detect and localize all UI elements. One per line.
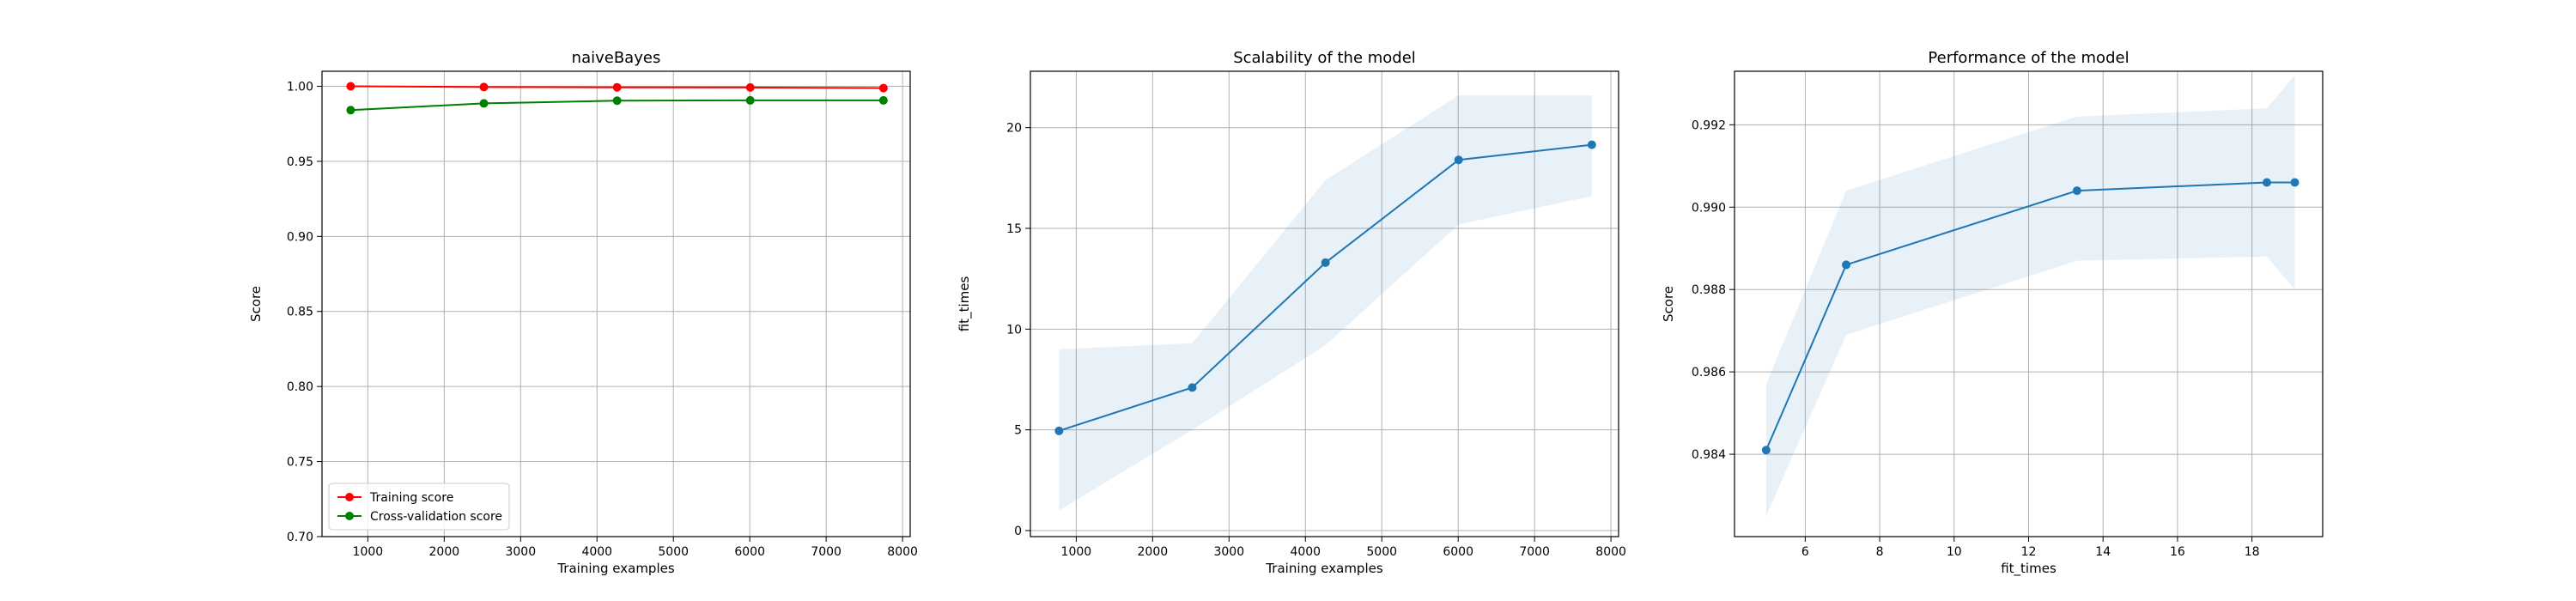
x-tick-label: 10 bbox=[1947, 545, 1962, 559]
y-tick-label: 0.90 bbox=[287, 230, 313, 244]
x-tick-label: 12 bbox=[2021, 545, 2037, 559]
x-tick-label: 14 bbox=[2095, 545, 2111, 559]
data-point bbox=[612, 96, 622, 106]
y-axis-label: Score bbox=[248, 286, 264, 322]
y-tick-label: 15 bbox=[1006, 222, 1022, 236]
x-tick-label: 4000 bbox=[581, 545, 612, 559]
data-point bbox=[479, 82, 489, 92]
plot-frame bbox=[321, 70, 911, 537]
chart-2: 1000 2000 3000 4000 5000 6000 7000 8000 0 5 10 15 20… bbox=[957, 49, 1626, 576]
y-tick-label: 0.75 bbox=[287, 456, 313, 470]
y-tick-label: 0.95 bbox=[287, 155, 313, 169]
x-tick-label: 1000 bbox=[353, 545, 384, 559]
plot-frame bbox=[1030, 70, 1619, 537]
x-tick-label: 2000 bbox=[1138, 545, 1169, 559]
data-point bbox=[1761, 446, 1771, 455]
data-point bbox=[1587, 140, 1596, 149]
x-tick-label: 7000 bbox=[811, 545, 841, 559]
x-tick-label: 6000 bbox=[734, 545, 765, 559]
y-tick-label: 0.70 bbox=[287, 531, 313, 544]
confidence-band bbox=[1059, 95, 1592, 511]
x-tick-label: 6000 bbox=[1443, 545, 1473, 559]
data-point bbox=[1321, 258, 1330, 267]
y-axis-label: Score bbox=[1661, 286, 1676, 322]
y-tick-label: 0.990 bbox=[1692, 201, 1726, 215]
legend-label: Training score bbox=[369, 491, 453, 505]
data-point bbox=[745, 95, 755, 105]
x-axis-label: Training examples bbox=[1265, 561, 1383, 576]
x-tick-label: 5000 bbox=[658, 545, 689, 559]
y-tick-label: 0.984 bbox=[1692, 448, 1726, 462]
data-point bbox=[878, 83, 888, 93]
y-tick-label: 0 bbox=[1014, 525, 1022, 538]
y-tick-label: 20 bbox=[1006, 122, 1022, 136]
data-point bbox=[1842, 260, 1851, 270]
data-point bbox=[2072, 186, 2081, 196]
data-point bbox=[612, 82, 622, 92]
data-point bbox=[1188, 383, 1197, 392]
chart-title: naiveBayes bbox=[572, 49, 661, 67]
data-point bbox=[878, 95, 888, 105]
x-tick-label: 8 bbox=[1876, 545, 1884, 559]
confidence-band bbox=[1765, 75, 2295, 517]
x-tick-label: 16 bbox=[2170, 545, 2185, 559]
y-tick-label: 1.00 bbox=[287, 80, 313, 94]
x-tick-label: 8000 bbox=[887, 545, 918, 559]
chart-title: Scalability of the model bbox=[1233, 49, 1416, 67]
chart-3: 6 8 10 12 14 16 18 0.984 0.986 0.988 0.990 0.992 Per… bbox=[1661, 49, 2324, 577]
data-point bbox=[346, 106, 355, 115]
legend-marker bbox=[345, 493, 354, 501]
y-tick-label: 0.80 bbox=[287, 380, 313, 394]
x-tick-label: 3000 bbox=[505, 545, 536, 559]
x-tick-label: 8000 bbox=[1595, 545, 1626, 559]
y-tick-label: 0.988 bbox=[1692, 283, 1726, 297]
x-axis-label: fit_times bbox=[2001, 561, 2057, 577]
y-tick-label: 0.986 bbox=[1692, 366, 1726, 379]
y-tick-label: 10 bbox=[1006, 323, 1022, 337]
x-axis-label: Training examples bbox=[556, 561, 675, 576]
data-point bbox=[1454, 155, 1463, 165]
x-tick-label: 18 bbox=[2245, 545, 2260, 559]
data-point bbox=[745, 82, 755, 92]
legend-marker bbox=[345, 512, 354, 520]
data-point bbox=[2290, 178, 2300, 187]
data-point bbox=[346, 82, 355, 91]
legend-box bbox=[328, 483, 510, 531]
x-tick-label: 3000 bbox=[1213, 545, 1244, 559]
data-point bbox=[479, 99, 489, 108]
x-tick-label: 2000 bbox=[429, 545, 460, 559]
x-tick-label: 4000 bbox=[1290, 545, 1321, 559]
x-tick-label: 5000 bbox=[1366, 545, 1397, 559]
y-tick-label: 0.85 bbox=[287, 306, 313, 319]
chart-title: Performance of the model bbox=[1928, 49, 2129, 67]
x-tick-label: 6 bbox=[1801, 545, 1809, 559]
chart-1: 1000 2000 3000 4000 5000 6000 7000 8000 0.70 0.75… bbox=[248, 49, 918, 576]
y-axis-label: fit_times bbox=[957, 276, 973, 332]
y-tick-label: 5 bbox=[1014, 424, 1022, 438]
x-tick-label: 7000 bbox=[1519, 545, 1550, 559]
x-tick-label: 1000 bbox=[1061, 545, 1092, 559]
data-point bbox=[2262, 178, 2271, 187]
y-tick-label: 0.992 bbox=[1692, 118, 1726, 132]
data-point bbox=[1054, 426, 1064, 435]
legend-label: Cross-validation score bbox=[370, 510, 502, 524]
legend: Training score Cross-validation score bbox=[328, 483, 510, 531]
